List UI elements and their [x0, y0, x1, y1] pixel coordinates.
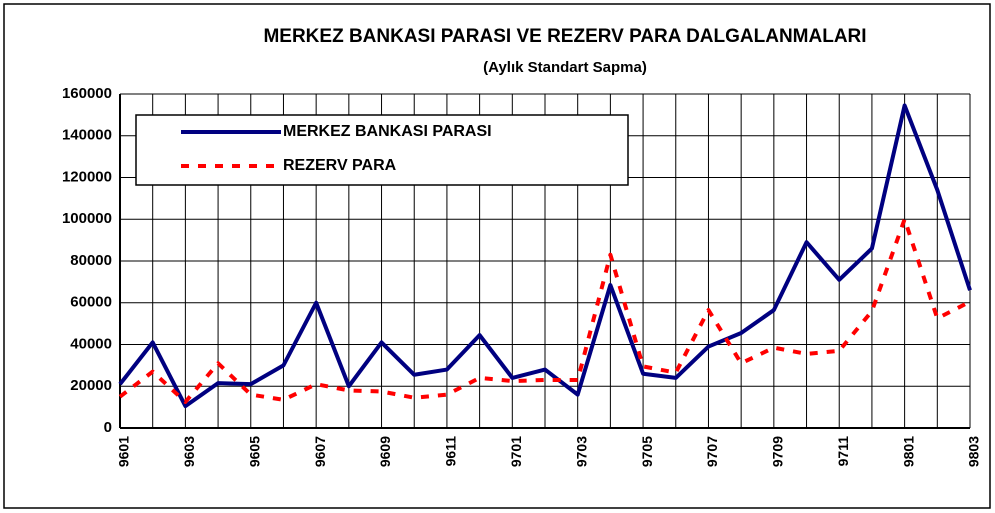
- x-tick-label: 9707: [704, 436, 720, 467]
- x-tick-label: 9803: [966, 436, 982, 467]
- x-tick-label: 9609: [377, 436, 393, 467]
- series-line: [118, 217, 971, 404]
- y-tick-label: 100000: [62, 210, 112, 227]
- x-tick-label: 9801: [900, 436, 916, 467]
- x-tick-label: 9709: [770, 436, 786, 467]
- series-line: [118, 103, 972, 409]
- y-tick-label: 20000: [70, 377, 112, 394]
- y-tick-label: 40000: [70, 335, 112, 352]
- x-tick-label: 9605: [246, 436, 262, 467]
- x-tick-label: 9703: [573, 436, 589, 467]
- y-tick-label: 140000: [62, 127, 112, 144]
- x-tick-label: 9611: [443, 436, 459, 467]
- y-tick-label: 0: [104, 419, 112, 436]
- chart-subtitle: (Aylık Standart Sapma): [483, 59, 647, 76]
- x-tick-label: 9601: [116, 436, 132, 467]
- y-tick-label: 120000: [62, 168, 112, 185]
- legend-label: REZERV PARA: [283, 157, 397, 174]
- y-tick-label: 60000: [70, 294, 112, 311]
- x-tick-label: 9603: [181, 436, 197, 467]
- x-tick-label: 9711: [835, 436, 851, 467]
- chart-title: MERKEZ BANKASI PARASI VE REZERV PARA DAL…: [263, 26, 866, 47]
- frame: [3, 3, 991, 509]
- y-tick-label: 80000: [70, 252, 112, 269]
- legend-box: [135, 114, 629, 186]
- x-tick-label: 9705: [639, 436, 655, 467]
- y-tick-label: 160000: [62, 85, 112, 102]
- x-tick-label: 9607: [312, 436, 328, 467]
- legend-label: MERKEZ BANKASI PARASI: [283, 123, 492, 140]
- x-tick-label: 9701: [508, 436, 524, 467]
